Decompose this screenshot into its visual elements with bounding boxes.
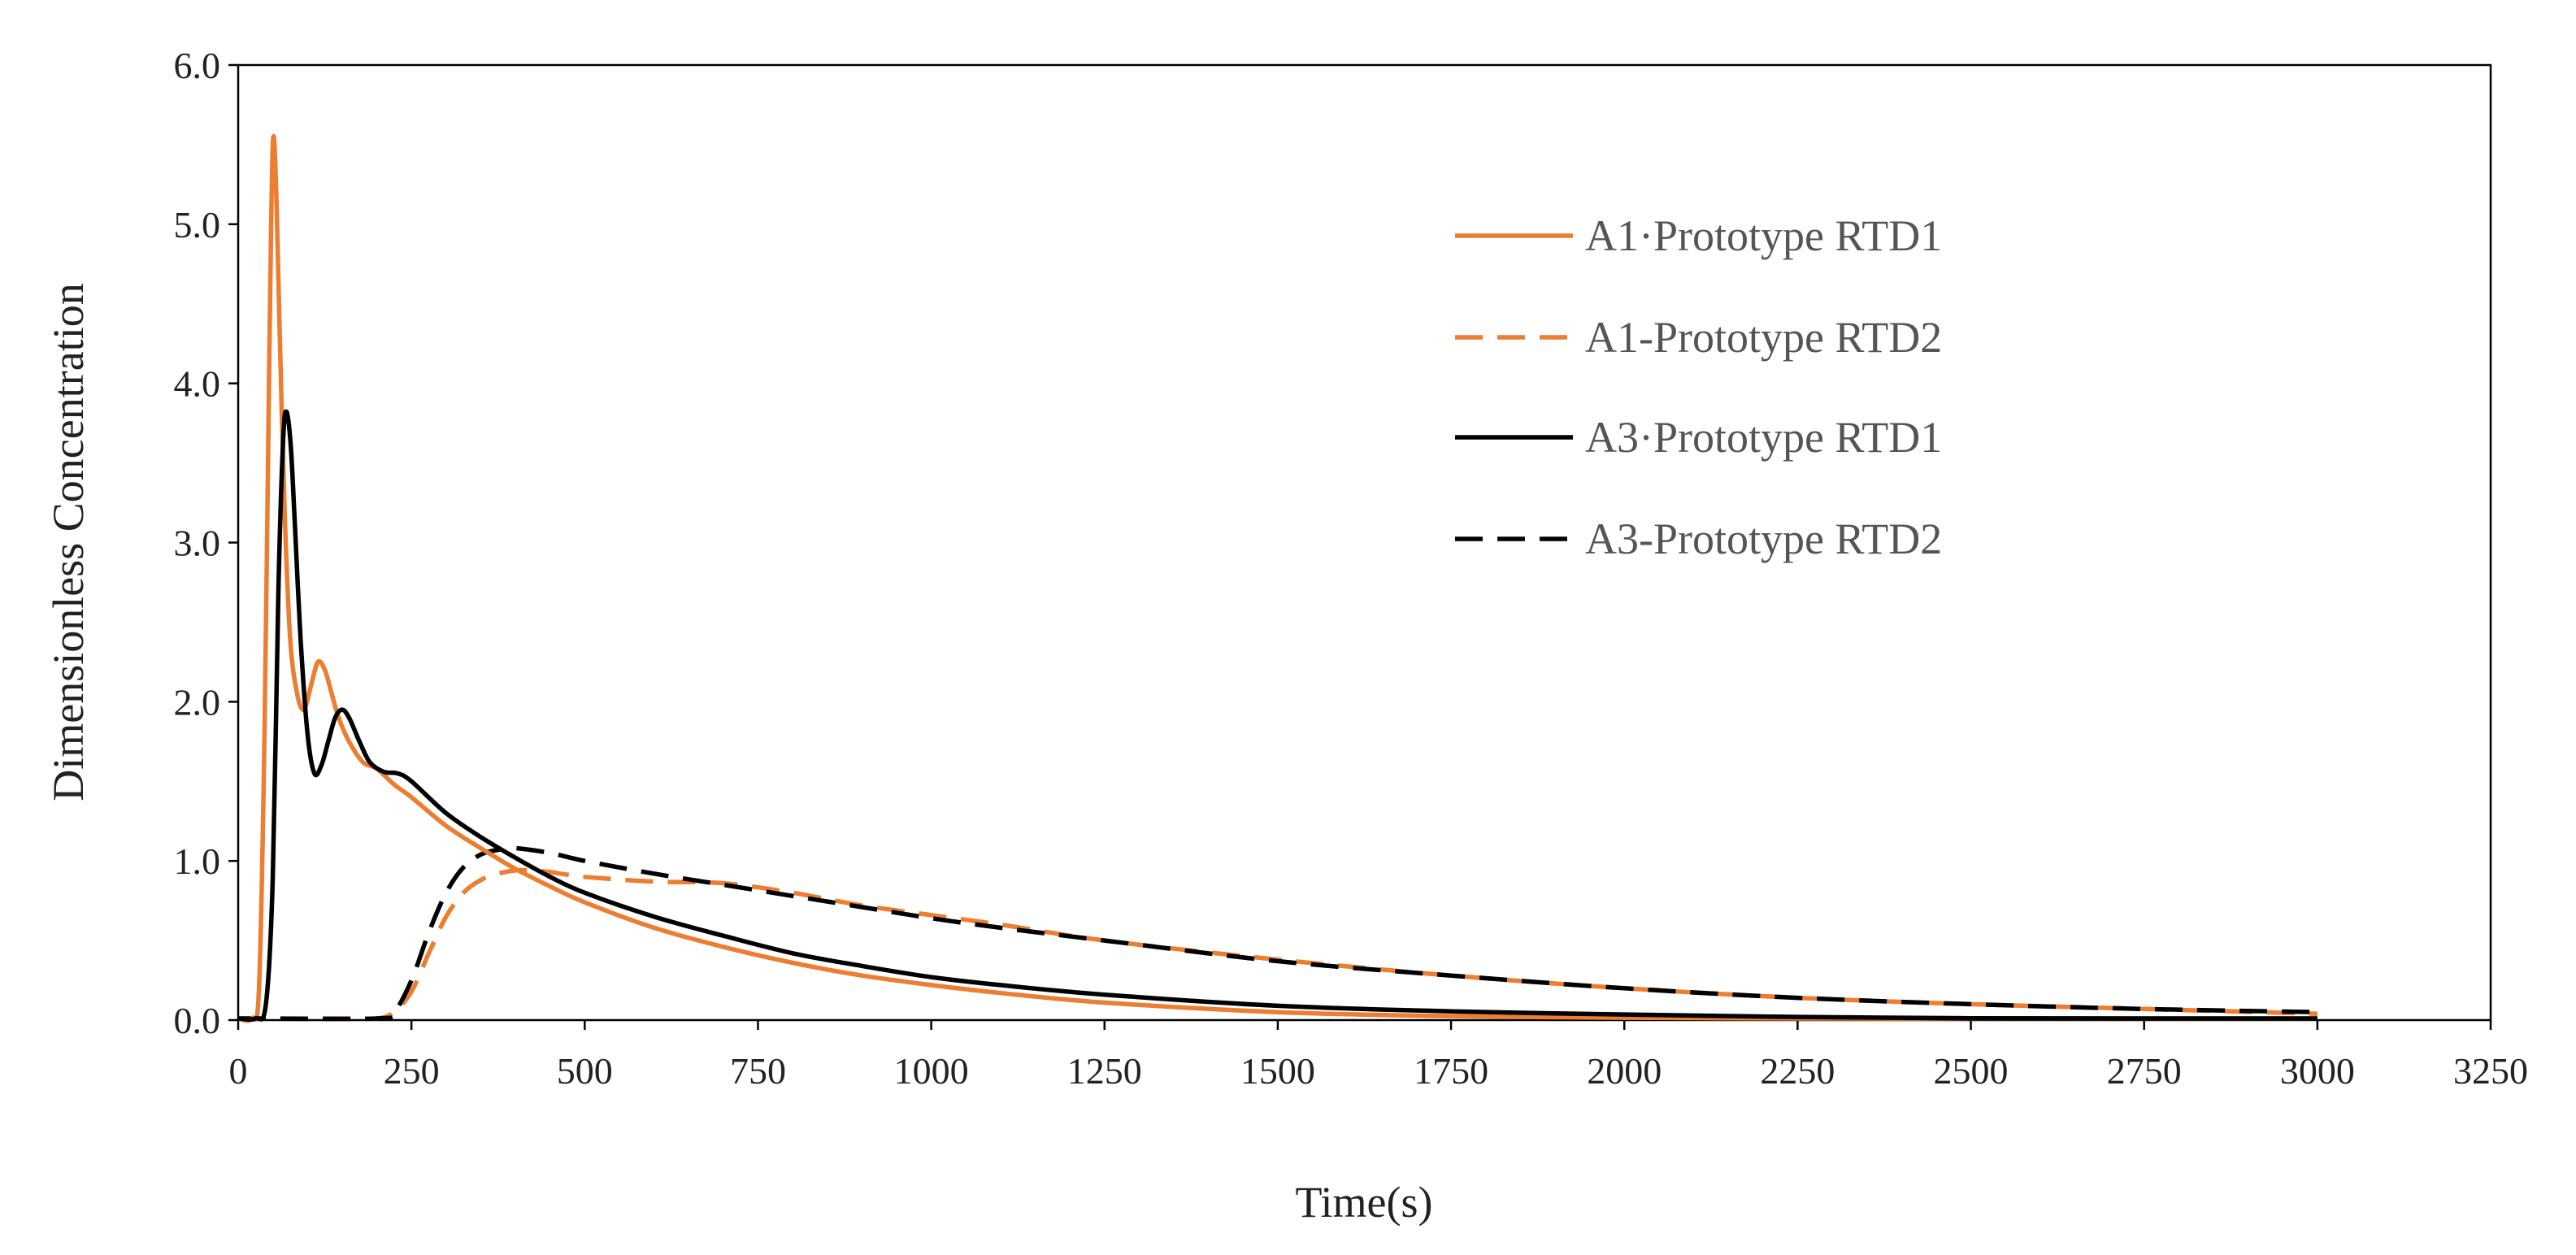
legend-label-1: A1·Prototype RTD1: [1585, 211, 1942, 260]
x-tick-label: 1250: [1067, 1050, 1142, 1092]
y-tick-label: 0.0: [174, 1000, 221, 1041]
series-line-2: [237, 867, 2318, 1022]
x-tick-label: 3250: [2453, 1050, 2528, 1092]
x-tick-label: 2500: [1934, 1050, 2009, 1092]
series-line-4: [237, 845, 2318, 1022]
y-tick-label: 5.0: [174, 204, 221, 245]
legend-label-2: A1-Prototype RTD2: [1585, 313, 1942, 362]
x-tick-label: 0: [229, 1050, 248, 1092]
legend: A1·Prototype RTD1 A1-Prototype RTD2 A3·Pro…: [1455, 211, 1942, 563]
y-tick-label: 3.0: [174, 523, 221, 564]
y-tick-label: 2.0: [174, 681, 221, 723]
y-axis: 0.0 1.0 2.0 3.0 4.0 5.0 6.0: [174, 45, 238, 1041]
x-tick-label: 250: [384, 1050, 440, 1092]
series-layer: [237, 134, 2318, 1023]
x-axis-title: Time(s): [1295, 1178, 1432, 1227]
y-tick-label: 1.0: [174, 840, 221, 882]
y-axis-title: Dimensionless Concentration: [44, 283, 93, 801]
legend-label-4: A3-Prototype RTD2: [1585, 515, 1942, 563]
x-axis: 0 250 500 750 1000 1250 1500 1750 2000 2250 2500 27…: [229, 1020, 2528, 1092]
x-tick-label: 1750: [1414, 1050, 1488, 1092]
y-tick-label: 6.0: [174, 45, 221, 86]
x-tick-label: 750: [730, 1050, 786, 1092]
legend-label-3: A3·Prototype RTD1: [1585, 413, 1942, 462]
series-line-1: [237, 134, 2318, 1023]
x-tick-label: 500: [557, 1050, 613, 1092]
x-tick-label: 2000: [1587, 1050, 1662, 1092]
x-tick-label: 2750: [2107, 1050, 2182, 1092]
x-tick-label: 3000: [2280, 1050, 2355, 1092]
y-tick-label: 4.0: [174, 363, 221, 405]
series-line-3: [237, 409, 2318, 1023]
x-tick-label: 1500: [1240, 1050, 1315, 1092]
x-tick-label: 2250: [1760, 1050, 1835, 1092]
plot-frame: [237, 63, 2492, 1022]
x-tick-label: 1000: [894, 1050, 969, 1092]
